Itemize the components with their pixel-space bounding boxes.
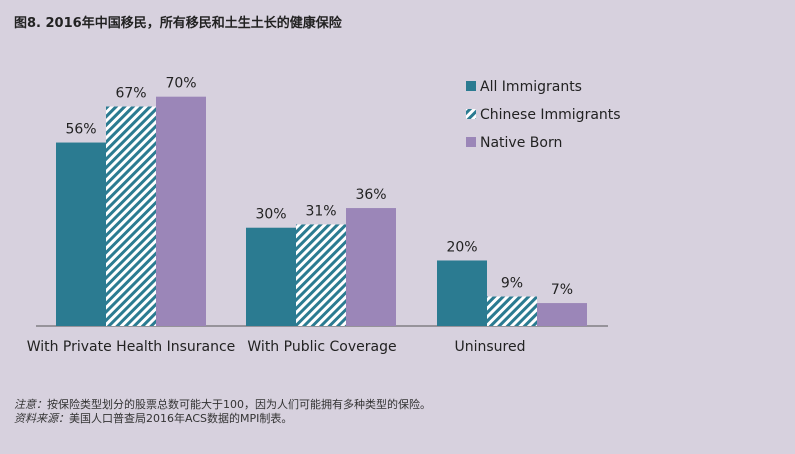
note-label: 注意： [14, 398, 47, 411]
data-label: 67% [115, 86, 146, 102]
legend-swatch [466, 81, 476, 91]
x-tick-label: With Public Coverage [247, 339, 396, 355]
data-label: 30% [255, 207, 286, 223]
bar [296, 224, 346, 326]
legend-label: Chinese Immigrants [480, 107, 621, 123]
legend-label: All Immigrants [480, 79, 582, 95]
legend-swatch [466, 109, 476, 119]
data-label: 31% [305, 203, 336, 219]
data-label: 56% [65, 122, 96, 138]
x-tick-label: Uninsured [455, 339, 526, 355]
data-label: 9% [501, 276, 523, 292]
legend-label: Native Born [480, 135, 562, 151]
data-label: 70% [165, 76, 196, 92]
bar [106, 106, 156, 327]
x-tick-label: With Private Health Insurance [27, 339, 236, 355]
bar [437, 260, 487, 326]
chart-notes: 注意：按保险类型划分的股票总数可能大于100，因为人们可能拥有多种类型的保险。 … [14, 398, 431, 426]
data-label: 20% [446, 239, 477, 255]
bar [156, 96, 206, 327]
note-text: 按保险类型划分的股票总数可能大于100，因为人们可能拥有多种类型的保险。 [47, 398, 431, 411]
data-label: 7% [551, 282, 573, 298]
source-label: 资料来源： [14, 412, 69, 425]
bar [346, 208, 396, 326]
source-text: 美国人口普查局2016年ACS数据的MPI制表。 [69, 412, 293, 425]
data-label: 36% [355, 187, 386, 203]
bar [56, 142, 106, 326]
note-line: 注意：按保险类型划分的股票总数可能大于100，因为人们可能拥有多种类型的保险。 [14, 398, 431, 412]
legend-swatch [466, 137, 476, 147]
chart-title: 图8. 2016年中国移民，所有移民和土生土长的健康保险 [14, 16, 342, 31]
bar [537, 303, 587, 326]
bar [246, 227, 296, 326]
source-line: 资料来源：美国人口普查局2016年ACS数据的MPI制表。 [14, 412, 431, 426]
bar [487, 296, 537, 326]
